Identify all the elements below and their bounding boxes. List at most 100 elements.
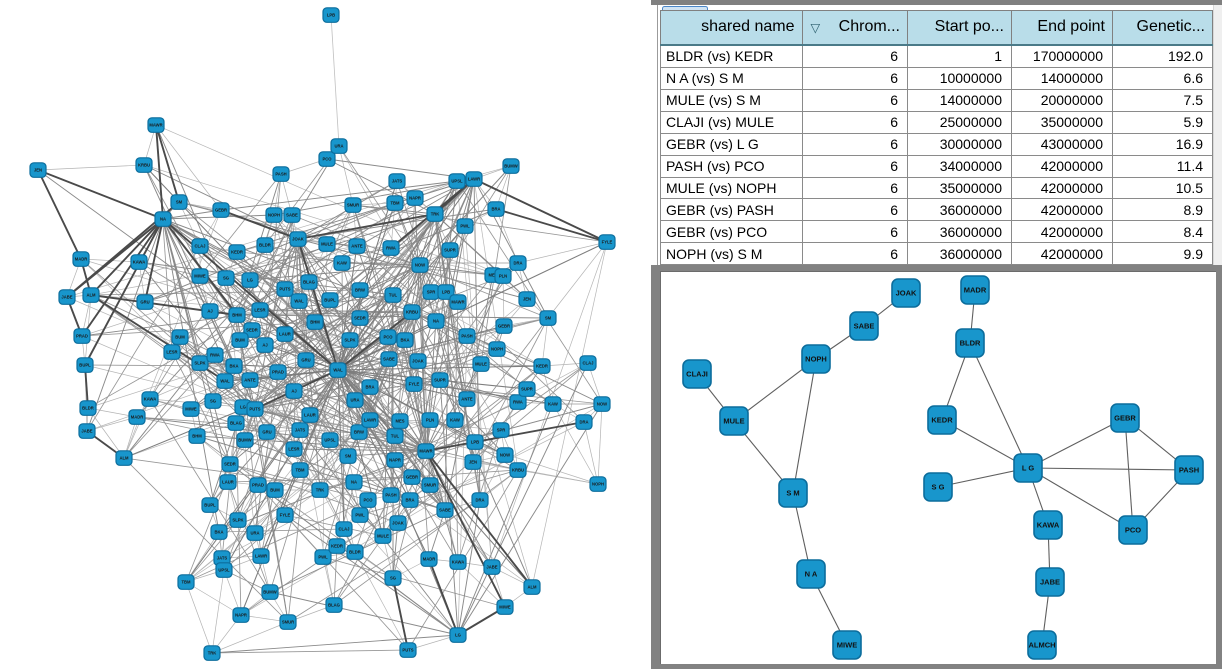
svg-text:BRA: BRA (365, 385, 374, 390)
svg-text:SABE: SABE (439, 508, 451, 513)
svg-text:JOAK: JOAK (392, 521, 404, 526)
svg-text:BRW: BRW (354, 430, 364, 435)
svg-text:JABE: JABE (61, 295, 72, 300)
svg-text:KRBU: KRBU (138, 163, 150, 168)
svg-text:BRA: BRA (405, 498, 414, 503)
svg-text:BHM: BHM (232, 313, 242, 318)
svg-text:KEDR: KEDR (231, 250, 243, 255)
svg-text:RWA: RWA (386, 246, 396, 251)
svg-text:BLDR: BLDR (82, 406, 94, 411)
svg-text:PUTS: PUTS (402, 648, 413, 653)
svg-text:MULE: MULE (321, 242, 333, 247)
svg-text:MES: MES (488, 273, 497, 278)
svg-text:GEBR: GEBR (215, 208, 227, 213)
svg-text:NA: NA (160, 217, 166, 222)
svg-text:SEDR: SEDR (354, 316, 366, 321)
svg-text:BHM: BHM (192, 434, 202, 439)
svg-text:BKA: BKA (229, 364, 238, 369)
svg-text:PCO: PCO (363, 498, 373, 503)
svg-text:JATS: JATS (217, 556, 228, 561)
svg-text:TBM: TBM (295, 468, 305, 473)
svg-text:MIWE: MIWE (499, 605, 511, 610)
svg-text:LAWR: LAWR (255, 554, 267, 559)
svg-text:BKA: BKA (400, 338, 409, 343)
svg-text:PASH: PASH (275, 172, 286, 177)
svg-text:PASH: PASH (385, 493, 396, 498)
svg-text:URA: URA (350, 398, 359, 403)
svg-text:TRK: TRK (431, 212, 440, 217)
svg-text:BUM: BUM (270, 488, 280, 493)
svg-text:KEDR: KEDR (331, 544, 343, 549)
svg-text:KAW: KAW (450, 418, 460, 423)
svg-text:SM: SM (345, 454, 352, 459)
svg-text:PRAD: PRAD (272, 370, 284, 375)
svg-text:L G: L G (1022, 464, 1035, 473)
svg-text:BLAG: BLAG (328, 603, 340, 608)
svg-text:FYLE: FYLE (409, 382, 420, 387)
svg-text:MIWE: MIWE (194, 274, 206, 279)
svg-text:WAL: WAL (220, 379, 230, 384)
svg-text:BUPL: BUPL (79, 363, 91, 368)
svg-text:NOW: NOW (500, 453, 510, 458)
svg-text:ALM: ALM (527, 585, 537, 590)
svg-text:PUTS: PUTS (249, 407, 260, 412)
svg-text:NOPH: NOPH (268, 213, 280, 218)
svg-text:SLPK: SLPK (232, 518, 243, 523)
svg-text:BUMW: BUMW (263, 590, 277, 595)
svg-text:LESR: LESR (288, 447, 299, 452)
svg-text:JATS: JATS (295, 428, 306, 433)
svg-text:PCO: PCO (1125, 526, 1141, 535)
svg-text:LG: LG (247, 278, 253, 283)
svg-text:MAWR: MAWR (451, 300, 464, 305)
svg-text:PCO: PCO (383, 335, 393, 340)
svg-text:BLAG: BLAG (303, 280, 315, 285)
svg-text:PCO: PCO (322, 157, 332, 162)
svg-text:NOPH: NOPH (805, 355, 827, 364)
svg-text:BUM: BUM (175, 335, 185, 340)
svg-text:UPSL: UPSL (451, 179, 463, 184)
svg-text:LESR: LESR (166, 350, 177, 355)
svg-text:NOPH: NOPH (592, 482, 604, 487)
svg-text:UPSL: UPSL (218, 568, 230, 573)
svg-text:ANTE: ANTE (461, 397, 473, 402)
svg-text:PASH: PASH (461, 334, 472, 339)
svg-text:SM: SM (545, 316, 552, 321)
svg-text:JATS: JATS (392, 179, 403, 184)
svg-text:KRBU: KRBU (406, 310, 418, 315)
svg-text:WAL: WAL (294, 299, 304, 304)
svg-text:LPB: LPB (327, 13, 335, 18)
svg-text:MADR: MADR (964, 286, 987, 295)
svg-text:JOAK: JOAK (412, 359, 424, 364)
svg-text:SUPR: SUPR (521, 387, 533, 392)
svg-text:MADR: MADR (423, 557, 436, 562)
svg-text:BUMW: BUMW (504, 164, 518, 169)
svg-text:TUL: TUL (389, 293, 398, 298)
svg-text:GEBR: GEBR (498, 324, 510, 329)
svg-text:SUPR: SUPR (434, 378, 446, 383)
svg-text:ALM: ALM (119, 456, 129, 461)
svg-text:BLDR: BLDR (349, 550, 361, 555)
svg-text:MADR: MADR (75, 257, 88, 262)
svg-text:JOAK: JOAK (896, 289, 917, 298)
svg-text:BRA: BRA (491, 207, 500, 212)
svg-text:PWL: PWL (318, 555, 328, 560)
svg-text:BLDR: BLDR (259, 243, 271, 248)
svg-text:PASH: PASH (1179, 466, 1199, 475)
svg-text:GRU: GRU (140, 300, 149, 305)
svg-text:BHM: BHM (310, 320, 320, 325)
svg-text:GEBR: GEBR (406, 475, 418, 480)
svg-text:LPB: LPB (442, 290, 450, 295)
svg-text:LAUR: LAUR (304, 413, 316, 418)
svg-text:BRW: BRW (355, 288, 365, 293)
svg-text:JEN: JEN (523, 297, 531, 302)
svg-text:SMUR: SMUR (282, 620, 294, 625)
svg-text:BUM: BUM (235, 338, 245, 343)
svg-text:CLAJI: CLAJI (686, 370, 708, 379)
svg-text:NOW: NOW (415, 263, 425, 268)
svg-text:LG: LG (455, 633, 461, 638)
svg-text:TRK: TRK (208, 651, 217, 656)
svg-text:JEN: JEN (469, 460, 477, 465)
svg-text:CLAJ: CLAJ (583, 361, 595, 366)
svg-text:PRAD: PRAD (252, 483, 264, 488)
svg-text:JABE: JABE (1040, 578, 1060, 587)
